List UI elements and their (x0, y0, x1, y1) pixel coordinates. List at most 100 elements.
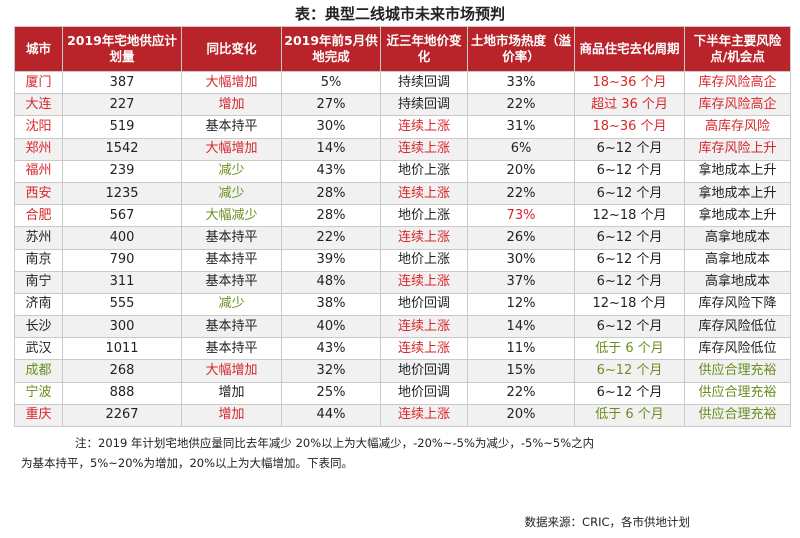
cell-risk: 库存风险低位 (684, 337, 791, 361)
cell-city: 南京 (14, 248, 63, 272)
cell-supply: 268 (62, 359, 182, 383)
cell-supply: 311 (62, 270, 182, 294)
cell-done: 28% (281, 181, 381, 206)
cell-heat: 15% (467, 359, 575, 383)
cell-price: 连续上涨 (380, 337, 468, 361)
cell-supply: 519 (62, 115, 182, 139)
cell-price: 连续上涨 (380, 315, 468, 339)
cell-city: 宁波 (14, 381, 63, 405)
cell-city: 武汉 (14, 337, 63, 361)
cell-risk: 库存风险高企 (684, 93, 791, 117)
table-row: 济南 555 减少 38% 地价回调 12% 12~18 个月 库存风险下降 (14, 292, 791, 317)
cell-price: 地价回调 (380, 292, 468, 317)
note-line-1: 注：2019 年计划宅地供应量同比去年减少 20%以上为大幅减少，-20%~-5… (75, 436, 595, 450)
cell-supply: 1011 (62, 337, 182, 361)
cell-heat: 22% (467, 93, 575, 117)
header-row: 城市 2019年宅地供应计划量 同比变化 2019年前5月供地完成 近三年地价变… (14, 26, 791, 72)
cell-done: 40% (281, 315, 381, 339)
cell-supply: 400 (62, 226, 182, 250)
cell-heat: 31% (467, 115, 575, 139)
cell-cycle: 6~12 个月 (574, 270, 685, 294)
header-yoy: 同比变化 (181, 26, 282, 72)
table-row: 长沙 300 基本持平 40% 连续上涨 14% 6~12 个月 库存风险低位 (14, 315, 791, 339)
cell-city: 重庆 (14, 403, 63, 428)
cell-price: 连续上涨 (380, 137, 468, 161)
cell-city: 郑州 (14, 137, 63, 161)
table-row: 重庆 2267 增加 44% 连续上涨 20% 低于 6 个月 供应合理充裕 (14, 403, 791, 428)
cell-supply: 1542 (62, 137, 182, 161)
cell-done: 38% (281, 292, 381, 317)
table-row: 西安 1235 减少 28% 连续上涨 22% 6~12 个月 拿地成本上升 (14, 181, 791, 206)
cell-city: 西安 (14, 181, 63, 206)
cell-cycle: 6~12 个月 (574, 248, 685, 272)
cell-heat: 6% (467, 137, 575, 161)
header-done: 2019年前5月供地完成 (281, 26, 381, 72)
cell-heat: 12% (467, 292, 575, 317)
cell-price: 连续上涨 (380, 115, 468, 139)
cell-done: 48% (281, 270, 381, 294)
cell-yoy: 增加 (181, 403, 282, 428)
cell-heat: 20% (467, 403, 575, 428)
cell-yoy: 增加 (181, 93, 282, 117)
cell-supply: 790 (62, 248, 182, 272)
cell-cycle: 18~36 个月 (574, 70, 685, 95)
cell-yoy: 大幅减少 (181, 204, 282, 228)
cell-risk: 拿地成本上升 (684, 181, 791, 206)
cell-cycle: 6~12 个月 (574, 315, 685, 339)
cell-done: 43% (281, 159, 381, 183)
cell-yoy: 基本持平 (181, 115, 282, 139)
cell-heat: 22% (467, 381, 575, 405)
header-price: 近三年地价变化 (380, 26, 468, 72)
table-row: 武汉 1011 基本持平 43% 连续上涨 11% 低于 6 个月 库存风险低位 (14, 337, 791, 361)
cell-city: 厦门 (14, 70, 63, 95)
cell-yoy: 增加 (181, 381, 282, 405)
table-body: 厦门 387 大幅增加 5% 持续回调 33% 18~36 个月 库存风险高企 大连 227 增加 2… (14, 70, 791, 428)
cell-cycle: 超过 36 个月 (574, 93, 685, 117)
cell-cycle: 12~18 个月 (574, 204, 685, 228)
cell-cycle: 6~12 个月 (574, 137, 685, 161)
cell-city: 合肥 (14, 204, 63, 228)
cell-done: 14% (281, 137, 381, 161)
cell-done: 39% (281, 248, 381, 272)
cell-risk: 供应合理充裕 (684, 359, 791, 383)
table-row: 成都 268 大幅增加 32% 地价回调 15% 6~12 个月 供应合理充裕 (14, 359, 791, 383)
cell-supply: 387 (62, 70, 182, 95)
cell-yoy: 大幅增加 (181, 359, 282, 383)
cell-done: 22% (281, 226, 381, 250)
cell-city: 福州 (14, 159, 63, 183)
cell-yoy: 减少 (181, 292, 282, 317)
cell-price: 持续回调 (380, 70, 468, 95)
cell-risk: 高拿地成本 (684, 226, 791, 250)
cell-city: 成都 (14, 359, 63, 383)
cell-risk: 高拿地成本 (684, 248, 791, 272)
cell-city: 苏州 (14, 226, 63, 250)
table-row: 南京 790 基本持平 39% 地价上涨 30% 6~12 个月 高拿地成本 (14, 248, 791, 272)
cell-yoy: 大幅增加 (181, 137, 282, 161)
cell-heat: 30% (467, 248, 575, 272)
cell-risk: 高库存风险 (684, 115, 791, 139)
cell-heat: 26% (467, 226, 575, 250)
cell-price: 地价上涨 (380, 204, 468, 228)
cell-cycle: 6~12 个月 (574, 381, 685, 405)
table-title: 表：典型二线城市未来市场预判 (294, 5, 505, 23)
table-row: 南宁 311 基本持平 48% 连续上涨 37% 6~12 个月 高拿地成本 (14, 270, 791, 294)
cell-heat: 22% (467, 181, 575, 206)
forecast-table: 城市 2019年宅地供应计划量 同比变化 2019年前5月供地完成 近三年地价变… (14, 26, 791, 428)
cell-risk: 库存风险上升 (684, 137, 791, 161)
cell-done: 5% (281, 70, 381, 95)
header-city: 城市 (14, 26, 63, 72)
cell-heat: 11% (467, 337, 575, 361)
table-row: 厦门 387 大幅增加 5% 持续回调 33% 18~36 个月 库存风险高企 (14, 70, 791, 95)
table-row: 郑州 1542 大幅增加 14% 连续上涨 6% 6~12 个月 库存风险上升 (14, 137, 791, 161)
cell-yoy: 减少 (181, 159, 282, 183)
cell-price: 地价上涨 (380, 248, 468, 272)
cell-risk: 供应合理充裕 (684, 403, 791, 428)
cell-yoy: 减少 (181, 181, 282, 206)
cell-cycle: 18~36 个月 (574, 115, 685, 139)
header-cycle: 商品住宅去化周期 (574, 26, 685, 72)
cell-city: 济南 (14, 292, 63, 317)
cell-yoy: 大幅增加 (181, 70, 282, 95)
cell-done: 32% (281, 359, 381, 383)
cell-heat: 73% (467, 204, 575, 228)
